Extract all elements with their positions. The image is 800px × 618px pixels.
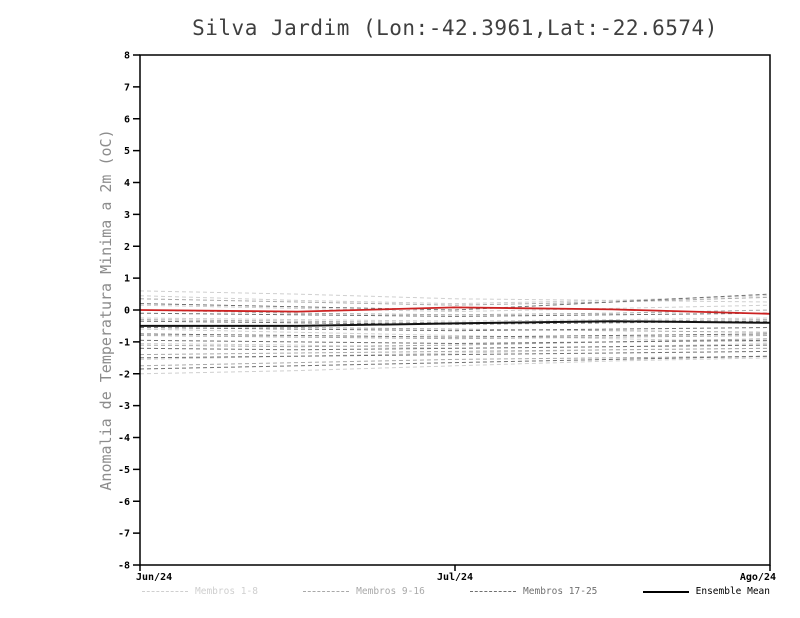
ensemble-member-line bbox=[139, 295, 771, 305]
legend-label: Membros 9-16 bbox=[356, 586, 425, 597]
ensemble-member-line bbox=[139, 309, 771, 316]
legend-label: Membros 17-25 bbox=[523, 586, 598, 597]
ensemble-member-line bbox=[139, 344, 771, 351]
y-tick-label: 1 bbox=[124, 274, 130, 285]
y-tick-label: 7 bbox=[124, 82, 130, 93]
ensemble-member-line bbox=[139, 327, 771, 332]
legend: Membros 1-8 Membros 9-16 Membros 17-25 E… bbox=[142, 586, 770, 597]
dashed-line-swatch bbox=[303, 591, 350, 592]
legend-item-membros-17-25: Membros 17-25 bbox=[470, 586, 597, 597]
y-tick-label: -2 bbox=[118, 369, 130, 380]
ensemble-member-line bbox=[139, 293, 771, 311]
y-tick-label: -6 bbox=[118, 497, 130, 508]
y-tick-label: -4 bbox=[118, 433, 130, 444]
solid-line-swatch bbox=[642, 590, 689, 593]
ensemble-member-line bbox=[139, 304, 771, 313]
ensemble-member-line bbox=[139, 335, 771, 340]
y-tick-label: -8 bbox=[118, 561, 130, 572]
ensemble-mean-line bbox=[140, 320, 771, 327]
legend-label: Membros 1-8 bbox=[195, 586, 258, 597]
y-tick-label: -7 bbox=[118, 529, 130, 540]
y-tick-label: 3 bbox=[124, 210, 130, 221]
ensemble-member-line bbox=[139, 350, 771, 359]
y-tick-label: 4 bbox=[124, 178, 130, 189]
legend-label: Ensemble Mean bbox=[695, 586, 770, 597]
ensemble-member-line bbox=[139, 355, 771, 370]
ensemble-member-line bbox=[139, 347, 771, 356]
y-tick-label: 0 bbox=[124, 306, 130, 317]
legend-item-membros-9-16: Membros 9-16 bbox=[303, 586, 425, 597]
red-reference-line bbox=[139, 306, 771, 315]
dashed-line-swatch bbox=[142, 591, 188, 592]
ensemble-member-line bbox=[139, 355, 771, 367]
y-tick-label: 6 bbox=[124, 114, 130, 125]
chart-title: Silva Jardim (Lon:-42.3961,Lat:-22.6574) bbox=[192, 16, 718, 40]
y-tick-label: 2 bbox=[124, 242, 130, 253]
y-tick-label: -5 bbox=[118, 465, 130, 476]
x-tick-label: Jun/24 bbox=[136, 572, 172, 583]
ensemble-member-line bbox=[139, 325, 771, 333]
ensemble-member-line bbox=[139, 312, 771, 317]
y-tick-label: -1 bbox=[118, 337, 130, 348]
y-tick-label: -3 bbox=[118, 401, 130, 412]
legend-item-ensemble-mean: Ensemble Mean bbox=[642, 586, 770, 597]
ensemble-member-line bbox=[139, 333, 771, 338]
dashed-line-swatch bbox=[470, 591, 517, 592]
y-tick-label: 5 bbox=[124, 146, 130, 157]
ensemble-member-line bbox=[139, 357, 771, 375]
x-tick-label: Ago/24 bbox=[740, 572, 776, 583]
ensemble-member-line bbox=[139, 317, 771, 322]
x-tick-label: Jul/24 bbox=[437, 572, 473, 583]
legend-item-membros-1-8: Membros 1-8 bbox=[142, 586, 258, 597]
ensemble-member-line bbox=[139, 339, 771, 344]
ensemble-member-line bbox=[139, 296, 771, 306]
y-tick-label: 8 bbox=[124, 51, 130, 62]
ensemble-member-line bbox=[139, 328, 771, 343]
ensemble-member-line bbox=[139, 338, 771, 348]
